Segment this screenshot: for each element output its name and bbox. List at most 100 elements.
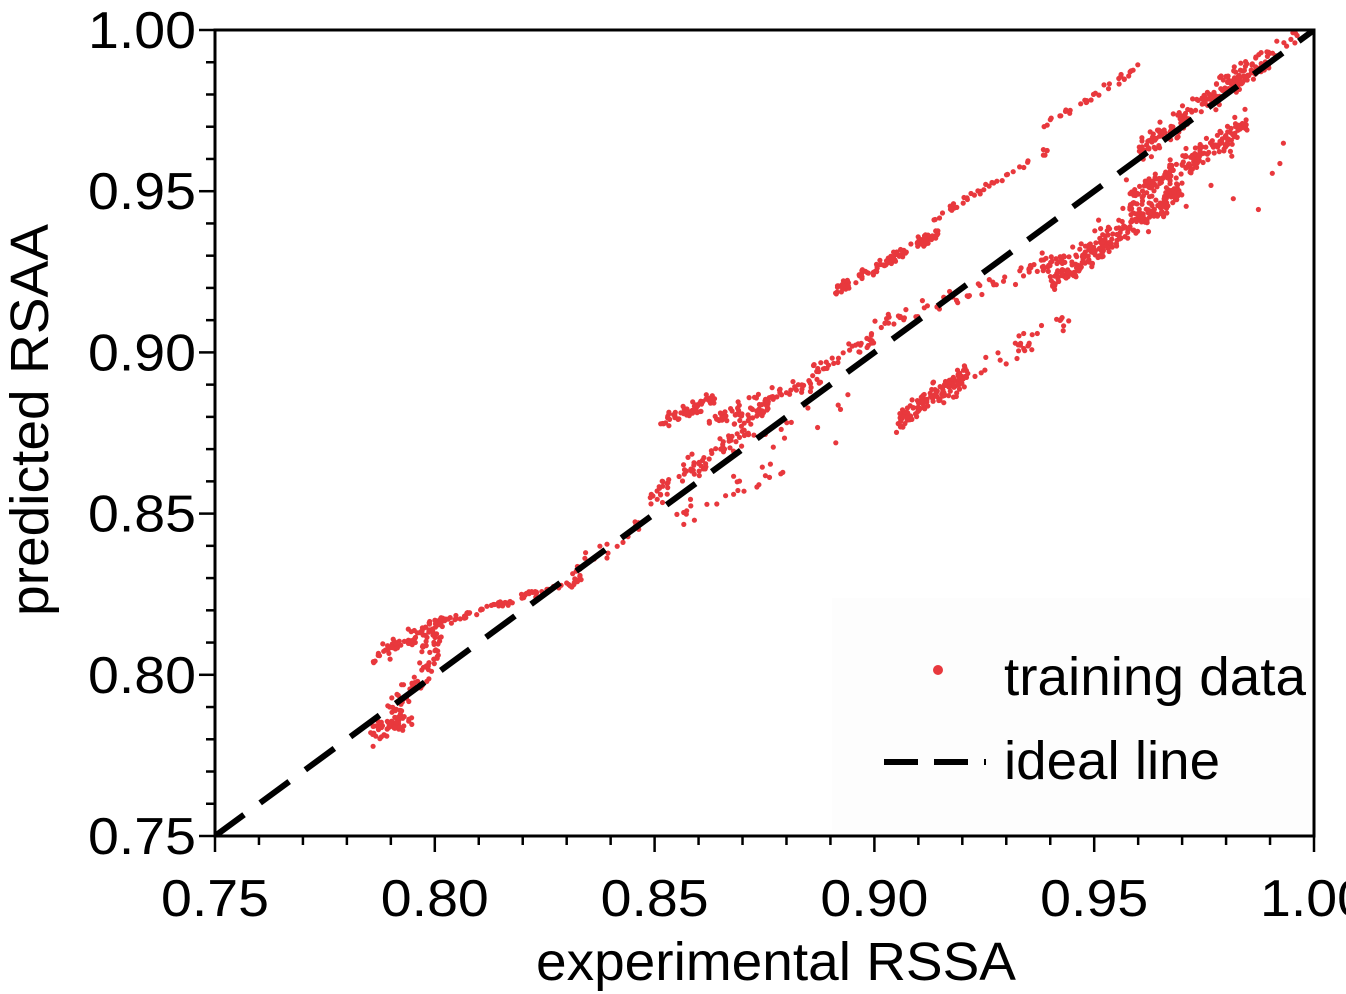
data-point [1133,230,1139,236]
data-point [1154,184,1160,190]
data-point [1049,258,1055,264]
data-point [983,181,989,187]
data-point [1046,262,1052,268]
data-point [1047,274,1053,280]
data-point [1139,135,1145,141]
data-point [1243,59,1249,65]
x-tick-label: 0.90 [820,870,928,928]
data-point [929,386,935,393]
data-point [808,384,814,391]
data-point [689,451,695,457]
data-point [936,215,943,221]
data-point [1146,214,1153,220]
data-point [1043,255,1049,261]
data-point [571,580,577,586]
data-point [1146,200,1152,206]
data-point [962,365,968,371]
data-point [1118,73,1124,79]
data-point [731,491,737,497]
data-point [947,388,953,394]
data-point [1182,113,1188,119]
data-point [736,478,743,484]
data-point [792,384,798,390]
data-point [445,616,451,622]
data-point [452,617,458,623]
data-point [696,473,702,479]
data-point [1061,253,1067,259]
data-point [1029,332,1035,338]
data-point [995,350,1001,356]
y-tick-label: 0.95 [88,163,196,221]
data-point [1193,107,1199,113]
data-point [1061,323,1067,329]
data-point [982,367,988,373]
data-point [614,543,620,549]
data-point [1161,196,1167,202]
data-point [1145,138,1151,144]
data-point [1190,96,1196,102]
data-point [400,727,406,733]
data-point [735,405,741,411]
data-point [921,404,927,410]
data-point [975,281,981,287]
data-point [1232,130,1238,136]
data-point [1149,183,1155,189]
data-point [1127,224,1133,230]
data-point [687,496,694,502]
data-point [1264,49,1270,55]
data-point [814,368,820,375]
data-point [703,461,709,467]
data-point [1040,152,1046,158]
data-point [426,676,432,682]
data-point [735,487,741,494]
data-point [895,313,902,319]
data-point [389,718,395,724]
data-point [1189,154,1196,161]
data-point [395,715,401,721]
data-point [898,246,904,253]
data-point [408,629,414,635]
data-point [814,376,820,382]
data-point [1163,205,1170,211]
data-point [660,479,666,485]
data-point [409,721,415,728]
data-point [1038,257,1044,263]
data-point [856,349,862,355]
data-point [1017,268,1023,274]
y-tick-marks [199,28,215,838]
data-point [1152,146,1158,152]
data-point [1123,177,1129,183]
data-point [1118,226,1124,233]
data-point [955,381,961,387]
data-point [1077,246,1083,252]
data-point [1244,127,1250,133]
data-point [919,298,926,304]
data-point [688,503,694,509]
data-point [681,521,687,528]
data-point [965,370,971,377]
data-point [746,395,752,401]
data-point [924,303,931,309]
data-point [1155,202,1161,209]
y-tick-label: 0.90 [88,324,196,382]
data-point [763,399,769,405]
data-point [1138,219,1145,225]
data-point [1167,164,1173,170]
data-point [390,636,396,642]
data-point [1136,206,1142,212]
data-point [745,412,751,418]
data-point [1044,122,1050,128]
data-point [1096,92,1102,98]
data-point [1104,244,1111,251]
data-point [769,385,775,391]
data-point [770,395,776,402]
data-point [648,501,654,507]
data-point [840,278,847,284]
data-point [1229,153,1235,159]
data-point [1242,106,1248,112]
data-point [1048,254,1054,260]
data-point [741,488,747,494]
legend-box [832,598,1310,830]
data-point [1128,212,1134,218]
data-point [877,257,883,263]
